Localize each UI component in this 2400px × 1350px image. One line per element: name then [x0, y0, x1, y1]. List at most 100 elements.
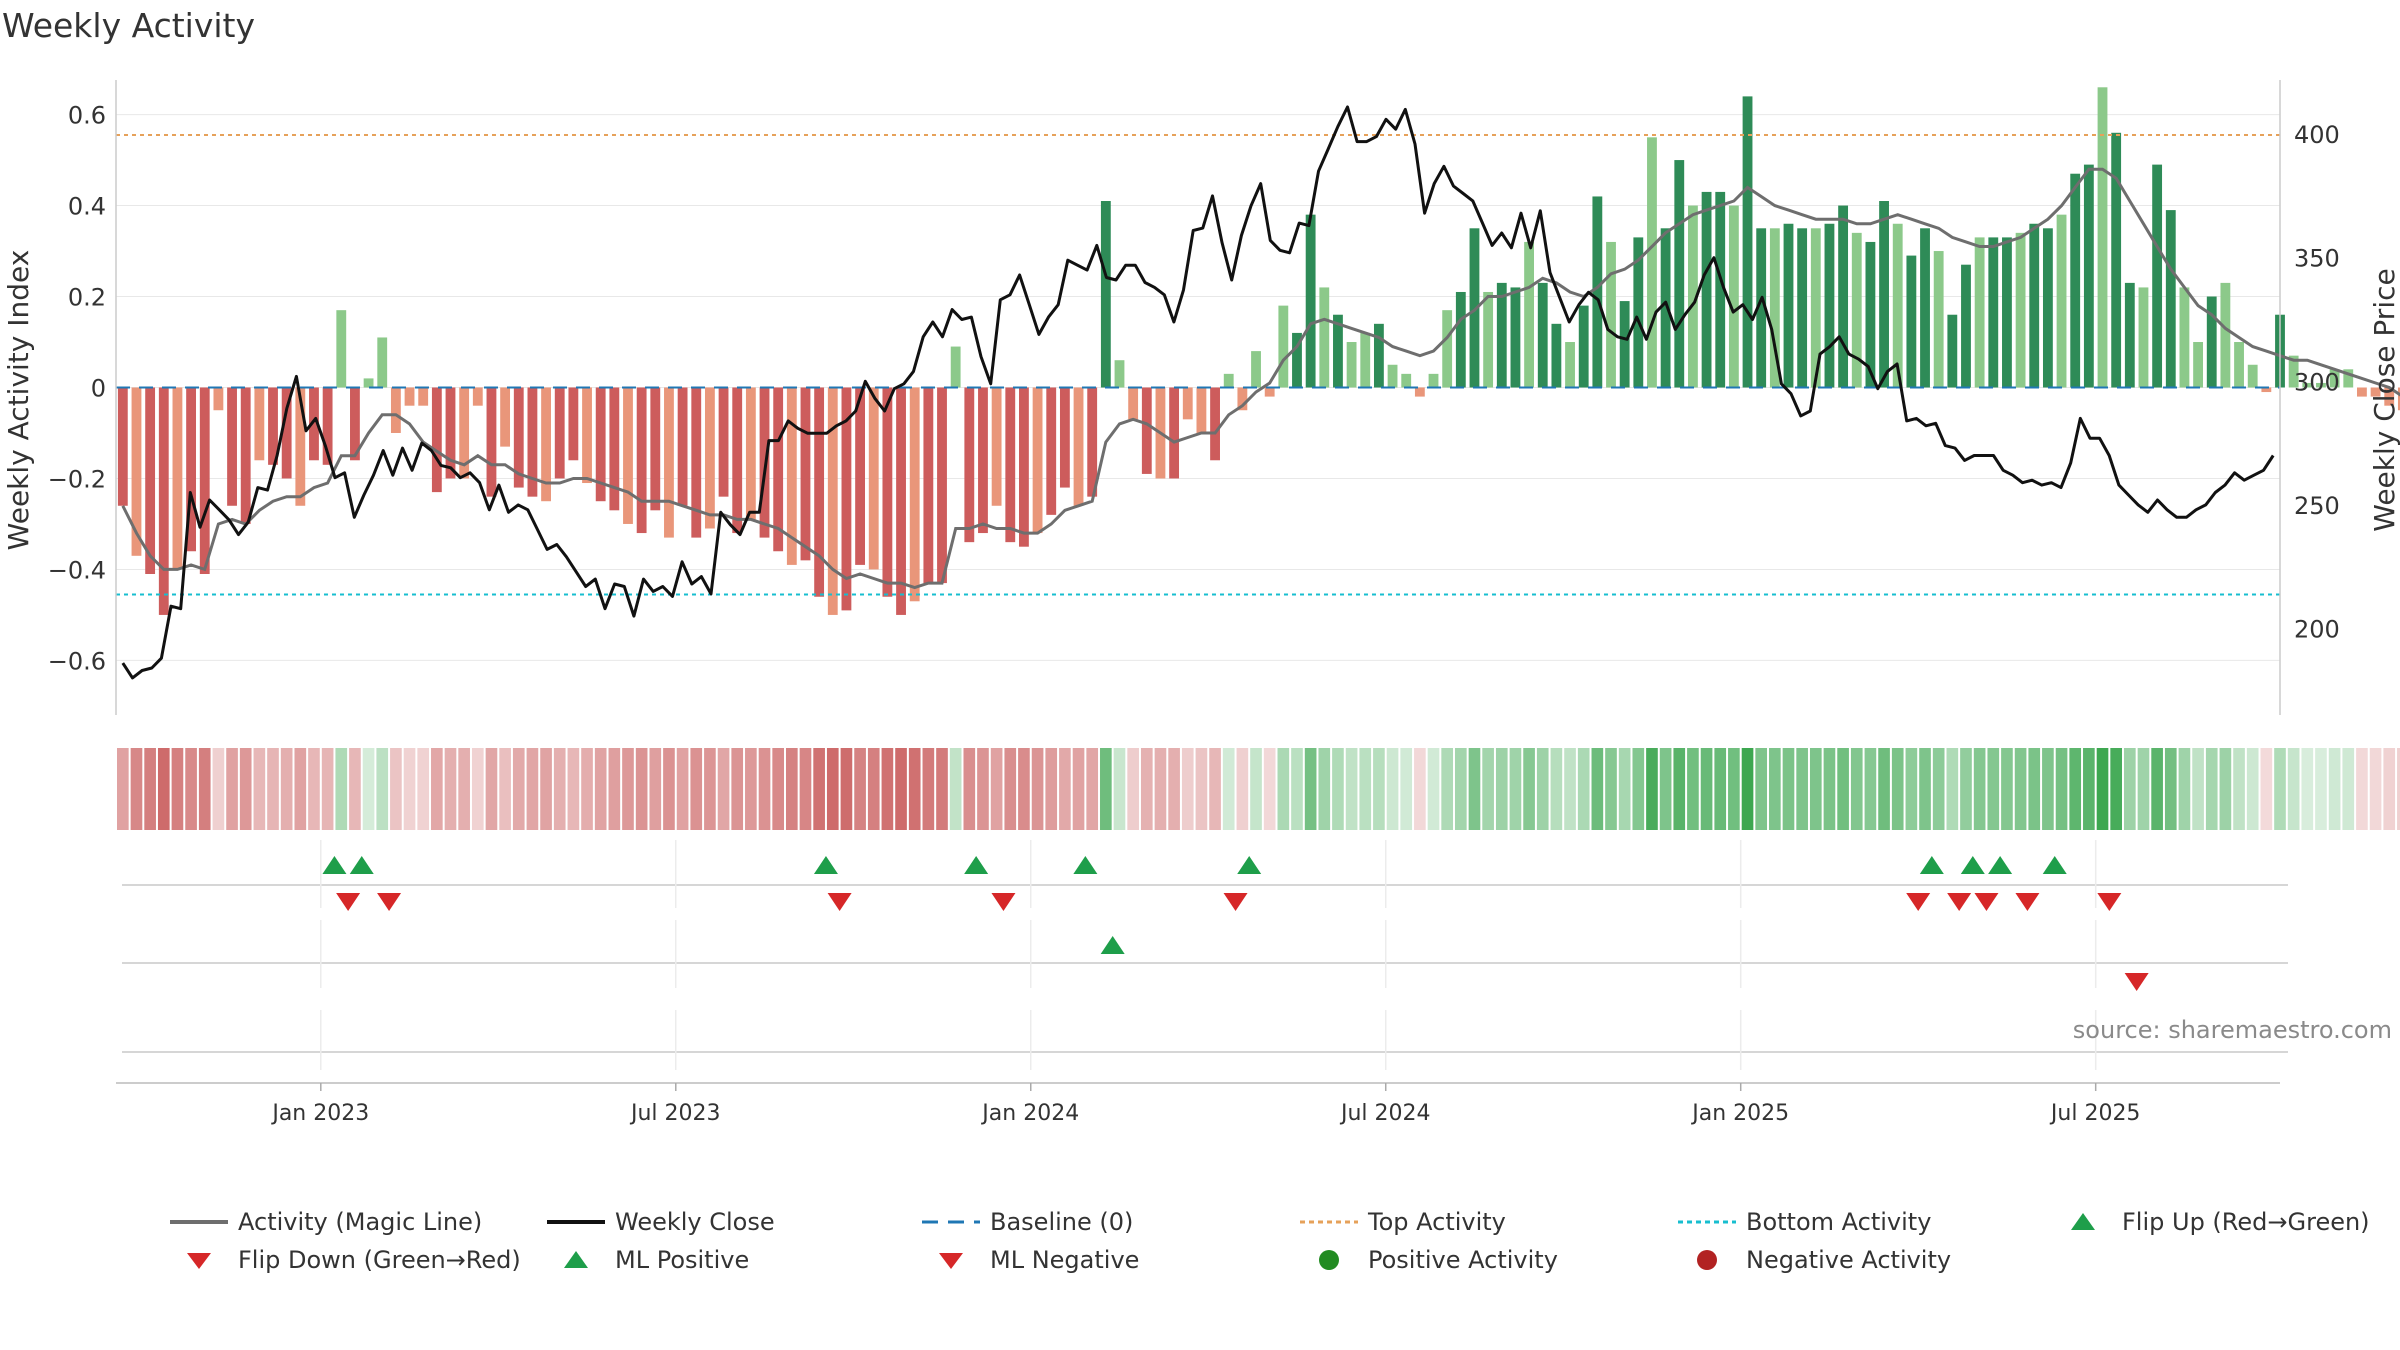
legend-item-baseline: Baseline (0) — [920, 1208, 1133, 1236]
activity-bar — [2056, 214, 2067, 388]
flip-down-marker — [2097, 893, 2122, 911]
activity-bar — [1223, 373, 1234, 388]
activity-bar — [1182, 387, 1193, 420]
heat-cell — [1359, 748, 1372, 830]
heat-cell — [1700, 748, 1713, 830]
heat-cell — [1345, 748, 1358, 830]
legend-label: Weekly Close — [615, 1208, 775, 1236]
flip-up-marker — [1073, 856, 1098, 874]
heat-cell — [622, 748, 634, 830]
activity-bar — [964, 387, 975, 543]
activity-bar — [1933, 251, 1944, 388]
y-right-tick-label: 250 — [2294, 492, 2340, 520]
heat-cell — [212, 748, 225, 830]
heat-cell — [526, 748, 539, 830]
activity-bar — [1715, 191, 1726, 388]
activity-bar — [1838, 205, 1849, 388]
activity-bar — [2138, 287, 2149, 388]
activity-bar — [1373, 323, 1384, 388]
activity-bar — [554, 387, 565, 479]
activity-bar — [800, 387, 811, 561]
heat-cell — [581, 748, 593, 830]
activity-bar — [268, 387, 278, 465]
legend-dotted-line-icon — [1300, 1220, 1358, 1224]
heat-cell — [1332, 748, 1344, 830]
activity-bar — [1442, 310, 1453, 388]
activity-bar — [2124, 282, 2135, 388]
activity-bar — [1019, 387, 1029, 547]
triangle-up-icon — [564, 1251, 588, 1268]
heat-cell — [1728, 748, 1740, 830]
heat-cell — [1086, 748, 1099, 830]
heat-cell — [1495, 748, 1508, 830]
reference-lines — [116, 134, 2280, 596]
heat-cell — [1250, 748, 1262, 830]
legend-item-ml-negative: ML Negative — [920, 1246, 1139, 1274]
activity-bar — [131, 387, 142, 556]
heat-cell — [1154, 748, 1167, 830]
heat-cell — [990, 748, 1003, 830]
flip-down-marker — [991, 893, 1016, 911]
activity-bar — [227, 387, 237, 506]
y-left-axis-label: Weekly Activity Index — [2, 250, 35, 551]
activity-bar — [1005, 387, 1016, 543]
source-credit: source: sharemaestro.com — [2072, 1016, 2392, 1044]
activity-bar — [1046, 387, 1057, 515]
series-lines — [121, 105, 2400, 680]
heat-cell — [1441, 748, 1453, 830]
heat-cell — [2096, 748, 2109, 830]
heat-cell — [567, 748, 580, 830]
heat-cell — [1427, 748, 1440, 830]
heat-cell — [1222, 748, 1235, 830]
activity-bar — [363, 378, 374, 388]
x-tick-label: Jul 2025 — [2049, 1101, 2141, 1126]
heat-cell — [895, 748, 907, 830]
x-tick-label: Jul 2023 — [629, 1101, 721, 1126]
heat-cell — [1550, 748, 1563, 830]
legend-label: Flip Up (Red→Green) — [2122, 1208, 2370, 1236]
heat-cell — [2069, 748, 2082, 830]
activity-bar — [1551, 323, 1562, 388]
heat-cell — [157, 748, 170, 830]
activity-bar — [664, 387, 674, 538]
heat-cell — [1018, 748, 1030, 830]
heat-cell — [458, 748, 470, 830]
heat-cell — [1263, 748, 1276, 830]
heat-cell — [1687, 748, 1699, 830]
activity-bar — [1169, 387, 1180, 479]
activity-bar — [2329, 369, 2340, 388]
heat-cell — [1209, 748, 1221, 830]
weekly-close-line — [121, 105, 2275, 680]
heat-cell — [1809, 748, 1822, 830]
heat-cell — [1605, 748, 1617, 830]
activity-bar — [1619, 301, 1630, 388]
activity-bar — [2288, 355, 2299, 388]
dot-icon — [1697, 1250, 1717, 1270]
heat-cell — [594, 748, 607, 830]
activity-bar — [909, 387, 920, 602]
activity-bar — [1783, 223, 1794, 388]
flip-down-marker — [1947, 893, 1972, 911]
activity-bar — [1496, 282, 1507, 388]
x-axis: Jan 2023 Jul 2023 Jan 2024 Jul 2024 Jan 2025… — [116, 1082, 2280, 1126]
activity-bar — [2070, 173, 2081, 388]
activity-bar — [418, 387, 429, 406]
activity-bar — [2357, 387, 2367, 397]
legend-label: Top Activity — [1368, 1208, 1506, 1236]
heat-cell — [635, 748, 648, 830]
activity-bar — [1565, 342, 1575, 388]
activity-bar — [1292, 332, 1302, 388]
y-left-tick-label: 0.6 — [68, 102, 106, 130]
activity-bar — [377, 337, 388, 388]
heat-cell — [649, 748, 662, 830]
activity-bar — [868, 387, 879, 570]
activity-bar — [650, 387, 661, 511]
heat-cell — [2369, 748, 2382, 830]
activity-bar — [677, 387, 688, 506]
flip-up-marker — [1237, 856, 1262, 874]
heat-cell — [1031, 748, 1044, 830]
flip-up-marker — [322, 856, 347, 874]
heat-cell — [1919, 748, 1931, 830]
activity-bar — [1701, 191, 1712, 388]
heat-cell — [499, 748, 511, 830]
